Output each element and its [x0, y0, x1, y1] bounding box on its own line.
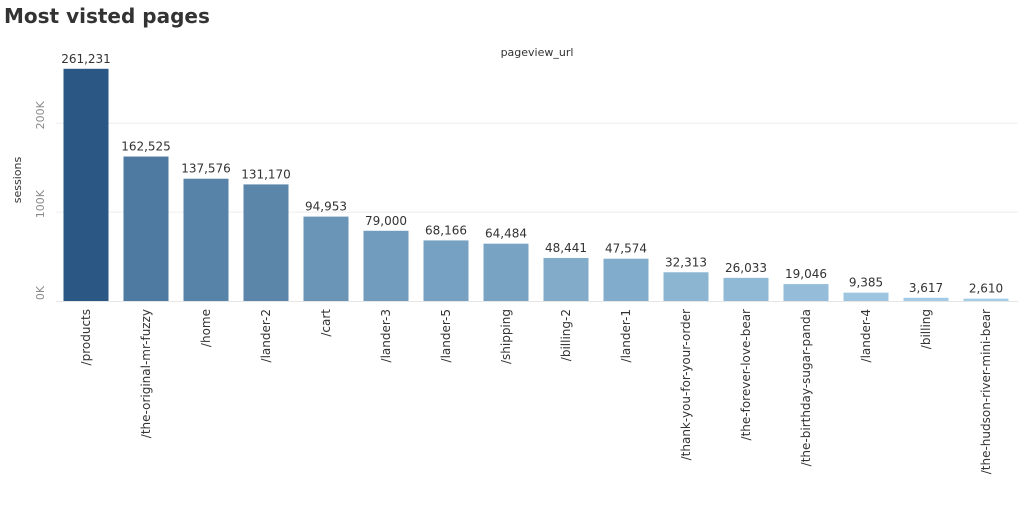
bar [183, 178, 229, 301]
bar [123, 156, 169, 301]
bar [243, 184, 289, 301]
page-title: Most visted pages [4, 4, 210, 28]
column-header: pageview_url [501, 46, 574, 59]
bar [963, 298, 1009, 301]
data-label: 68,166 [425, 223, 467, 237]
bar [663, 272, 709, 301]
data-label: 32,313 [665, 255, 707, 269]
data-label: 26,033 [725, 261, 767, 275]
category-label: /lander-1 [619, 309, 633, 362]
category-label: /thank-you-for-your-order [679, 309, 693, 460]
category-label: /home [199, 309, 213, 347]
category-label: /the-birthday-sugar-panda [799, 309, 813, 466]
category-label: /products [79, 309, 93, 365]
category-label: /shipping [499, 309, 513, 364]
y-tick-label: 200K [34, 100, 47, 129]
category-label: /the-original-mr-fuzzy [139, 309, 153, 438]
y-axis-ticks: 0K 100K 200K [34, 100, 47, 300]
data-label: 79,000 [365, 214, 407, 228]
data-label: 48,441 [545, 241, 587, 255]
bar [363, 230, 409, 301]
bar [63, 68, 109, 301]
y-tick-label: 0K [34, 285, 47, 300]
category-label: /the-hudson-river-mini-bear [979, 309, 993, 474]
bar [843, 292, 889, 301]
bar [723, 277, 769, 301]
y-tick-label: 100K [34, 189, 47, 218]
bar [783, 284, 829, 301]
data-label: 131,170 [241, 167, 291, 181]
data-label: 64,484 [485, 227, 527, 241]
category-label: /billing [919, 309, 933, 349]
data-label: 3,617 [909, 281, 943, 295]
category-label: /lander-5 [439, 309, 453, 362]
category-label: /billing-2 [559, 309, 573, 361]
category-label: /lander-3 [379, 309, 393, 362]
category-labels: /products/the-original-mr-fuzzy/home/lan… [79, 309, 993, 475]
data-label: 9,385 [849, 276, 883, 290]
bar [543, 257, 589, 301]
category-label: /lander-2 [259, 309, 273, 362]
y-axis-title: sessions [11, 157, 24, 204]
bar [303, 216, 349, 301]
bar [903, 297, 949, 301]
data-label: 47,574 [605, 242, 647, 256]
value-labels: 261,231 162,525 137,576 131,170 94,953 79,000… [61, 52, 1003, 296]
data-label: 137,576 [181, 162, 231, 176]
bar [603, 258, 649, 301]
data-label: 94,953 [305, 200, 347, 214]
category-label: /lander-4 [859, 309, 873, 362]
bar [483, 243, 529, 301]
category-label: /the-forever-love-bear [739, 309, 753, 441]
data-label: 162,525 [121, 140, 171, 154]
category-label: /cart [319, 309, 333, 337]
data-label: 19,046 [785, 267, 827, 281]
data-label: 261,231 [61, 52, 111, 66]
bar [423, 240, 469, 301]
bars [63, 68, 1009, 301]
data-label: 2,610 [969, 282, 1003, 296]
